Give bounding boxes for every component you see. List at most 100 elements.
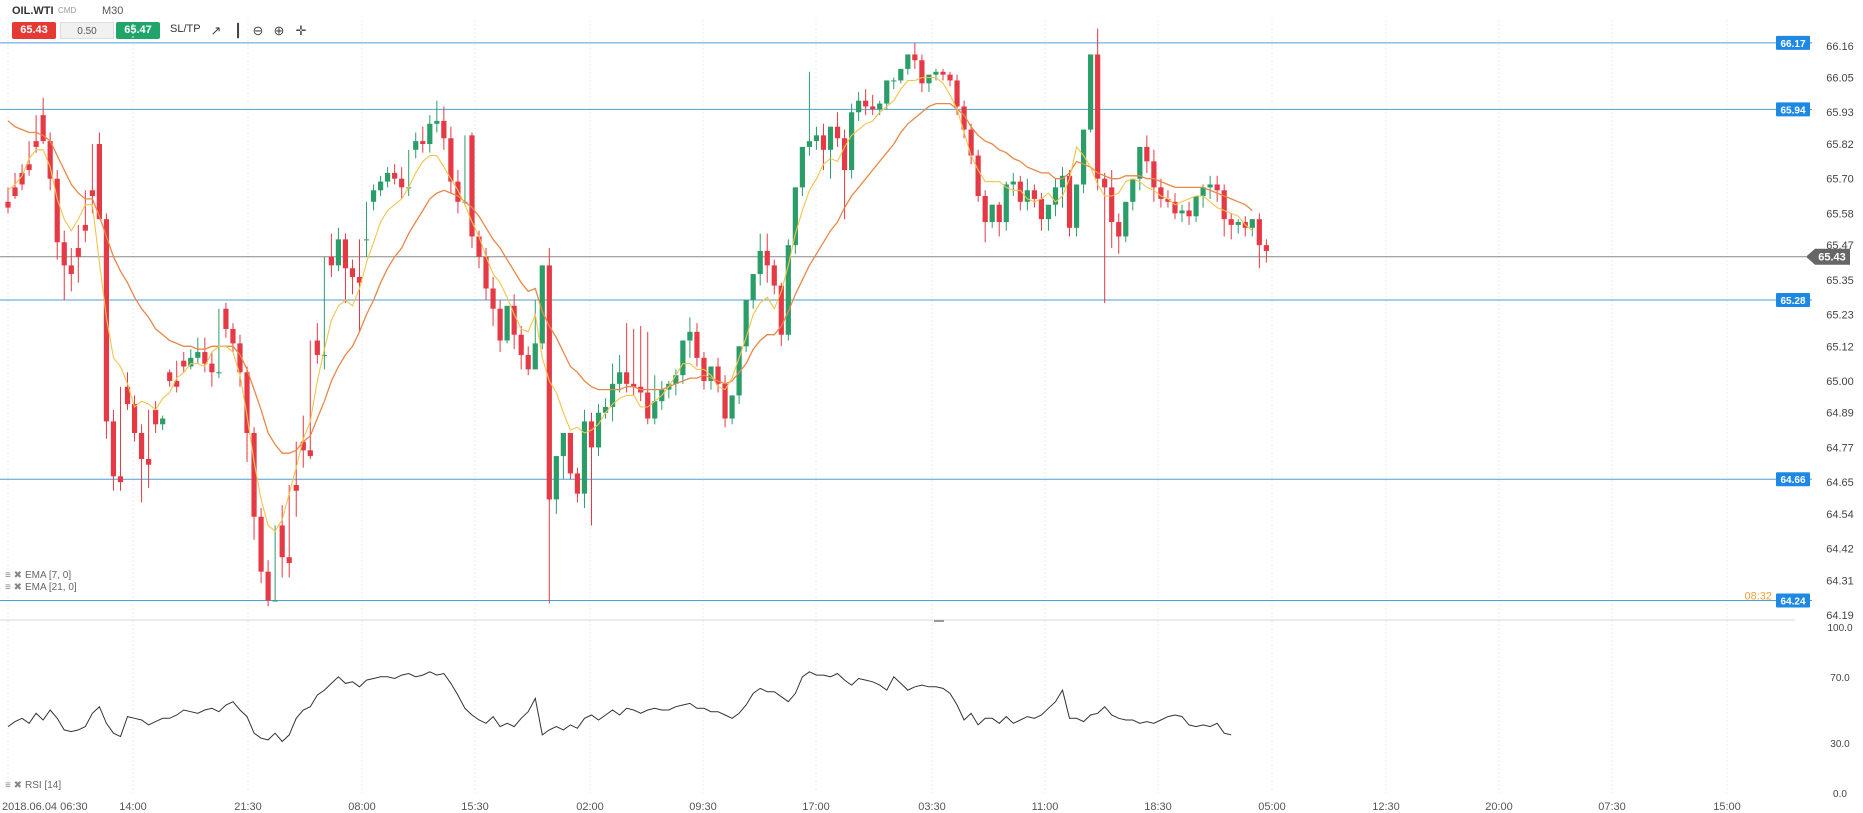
candle-bull bbox=[377, 181, 384, 191]
level-tag bbox=[1776, 472, 1810, 487]
level-tag bbox=[1776, 593, 1810, 608]
candle-bear bbox=[1017, 181, 1023, 202]
candle-bull bbox=[160, 418, 166, 425]
candle-bull bbox=[905, 54, 911, 69]
rsi-line bbox=[7, 671, 1232, 743]
candle-bear bbox=[349, 268, 356, 277]
candle-bull bbox=[321, 354, 327, 356]
candle-bear bbox=[138, 432, 145, 459]
candle-bear bbox=[455, 181, 461, 202]
x-tick-label: 08:00 bbox=[348, 801, 376, 813]
sltp-button[interactable]: SL/TP bbox=[170, 23, 201, 35]
zoom-out-icon[interactable]: ⊖ bbox=[252, 23, 264, 38]
y-tick-label: 65.82 bbox=[1826, 139, 1854, 151]
crosshair-icon[interactable]: ✛ bbox=[295, 23, 307, 38]
candle-bear bbox=[342, 239, 349, 269]
candle-bear bbox=[146, 458, 152, 465]
candle-bull bbox=[1052, 187, 1059, 205]
candle-bull bbox=[1024, 190, 1030, 202]
candle-bear bbox=[483, 256, 489, 289]
candle-bull bbox=[413, 141, 419, 150]
level-tag-label: 64.24 bbox=[1780, 597, 1805, 608]
zoom-in-icon[interactable]: ⊕ bbox=[273, 23, 285, 38]
y-tick-label: 64.54 bbox=[1826, 509, 1854, 521]
candle-bear bbox=[1256, 219, 1262, 246]
candle-bear bbox=[230, 328, 236, 344]
candle-bear bbox=[300, 441, 306, 451]
candle-bear bbox=[511, 305, 517, 335]
candle-bear bbox=[912, 54, 918, 61]
level-tag-label: 64.66 bbox=[1780, 475, 1805, 486]
line-chart-icon[interactable]: ↗ bbox=[210, 23, 222, 38]
candle-bear bbox=[420, 141, 426, 145]
candle-bear bbox=[1172, 201, 1178, 214]
candle-bear bbox=[61, 242, 67, 266]
candle-bull bbox=[785, 245, 791, 335]
candle-bear bbox=[1031, 190, 1037, 199]
candle-bull bbox=[188, 357, 194, 367]
level-tag-label: 65.94 bbox=[1780, 105, 1805, 116]
candle-bear bbox=[771, 265, 777, 286]
candle-bear bbox=[567, 432, 573, 474]
candle-bull bbox=[532, 343, 538, 370]
candle-bear bbox=[982, 196, 988, 223]
candle-bear bbox=[392, 172, 398, 179]
candle-bear bbox=[124, 386, 131, 405]
candle-bull bbox=[609, 383, 616, 407]
ema-fast-line bbox=[7, 77, 1253, 533]
candle-bear bbox=[694, 331, 700, 358]
candle-bear bbox=[1263, 245, 1269, 251]
candle-bull bbox=[856, 100, 862, 113]
ema-slow-legend[interactable]: ≡ ✖ EMA [21, 0] bbox=[5, 582, 77, 593]
candle-bull bbox=[427, 123, 433, 145]
candle-bull bbox=[504, 305, 510, 341]
candle-bear bbox=[996, 204, 1002, 223]
candle-bear bbox=[715, 366, 721, 384]
x-tick-label: 11:00 bbox=[1032, 801, 1059, 813]
candle-bear bbox=[820, 135, 827, 150]
candle-bear bbox=[518, 334, 524, 355]
candle-bull bbox=[1045, 204, 1052, 220]
candle-bear bbox=[975, 155, 981, 197]
candle-bear bbox=[1038, 198, 1045, 220]
y-tick-label: 65.00 bbox=[1826, 376, 1854, 388]
candle-bear bbox=[286, 557, 292, 563]
timeframe-selector[interactable]: M30 bbox=[102, 5, 124, 17]
candle-bull bbox=[933, 71, 939, 75]
candle-bear bbox=[546, 265, 552, 500]
candle-bull bbox=[687, 331, 693, 341]
candle-bull bbox=[1130, 178, 1136, 202]
candle-bear bbox=[314, 340, 320, 355]
y-tick-label: 66.16 bbox=[1826, 41, 1854, 53]
buy-button[interactable]: 65.47 bbox=[116, 22, 160, 39]
candle-bear bbox=[202, 352, 208, 364]
y-tick-label: 64.19 bbox=[1826, 610, 1854, 622]
candle-bull bbox=[1207, 184, 1213, 188]
candle-bear bbox=[181, 360, 187, 367]
candle-bull bbox=[1179, 210, 1185, 214]
level-tag-label: 65.28 bbox=[1780, 296, 1805, 307]
candle-bear bbox=[209, 363, 215, 373]
candle-bear bbox=[947, 74, 953, 81]
candle-bear bbox=[645, 392, 651, 419]
symbol-name[interactable]: OIL.WTI bbox=[12, 5, 54, 17]
ema-fast-legend[interactable]: ≡ ✖ EMA [7, 0] bbox=[5, 570, 72, 581]
sell-button[interactable]: 65.43 bbox=[12, 22, 56, 39]
candle-bull bbox=[729, 395, 735, 419]
level-tag-label: 66.17 bbox=[1780, 39, 1805, 50]
rsi-legend[interactable]: ≡ ✖ RSI [14] bbox=[5, 780, 62, 791]
candle-bear bbox=[574, 473, 581, 494]
candle-bull bbox=[799, 146, 805, 188]
candle-bear bbox=[33, 141, 39, 147]
candle-bear bbox=[764, 250, 770, 266]
candle-bear bbox=[279, 525, 285, 558]
candle-bull bbox=[926, 74, 932, 84]
candles-icon[interactable]: ┃ bbox=[234, 23, 242, 38]
candle-bull bbox=[272, 600, 278, 602]
rsi-tick-label: 30.0 bbox=[1830, 739, 1850, 750]
candle-bull bbox=[1003, 184, 1009, 223]
x-tick-label: 14:00 bbox=[119, 801, 147, 813]
candle-bear bbox=[1214, 184, 1220, 191]
candle-bull bbox=[370, 190, 377, 202]
